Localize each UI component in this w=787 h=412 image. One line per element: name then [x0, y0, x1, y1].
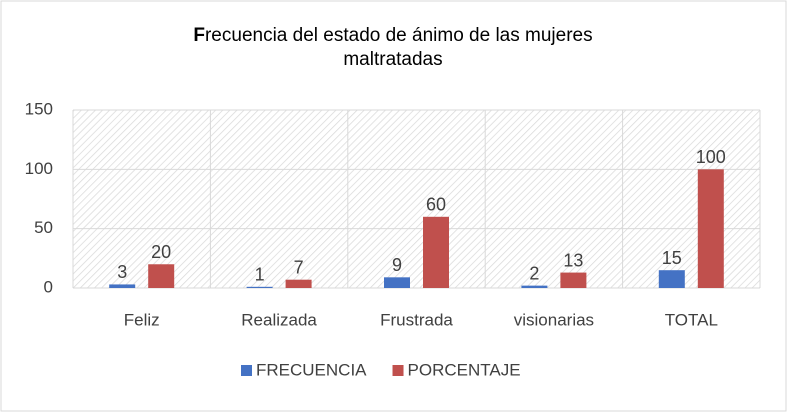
legend-swatch [241, 365, 252, 376]
bar [521, 285, 548, 288]
legend-label: PORCENTAJE [408, 360, 521, 379]
legend-swatch [392, 365, 404, 376]
plot-area [73, 110, 760, 288]
data-label: 9 [392, 255, 402, 275]
x-tick-label: Feliz [124, 310, 160, 329]
bar [285, 279, 312, 288]
data-label: 100 [696, 147, 726, 167]
data-label: 3 [117, 262, 127, 282]
x-tick-label: Realizada [241, 310, 317, 329]
x-tick-label: TOTAL [665, 310, 718, 329]
y-tick-label: 100 [25, 159, 53, 178]
bar [384, 277, 410, 288]
data-label: 60 [426, 195, 446, 215]
data-label: 13 [563, 250, 583, 270]
x-tick-label: Frustrada [380, 310, 453, 329]
data-label: 7 [294, 257, 304, 277]
bar [246, 286, 273, 288]
y-tick-label: 0 [44, 277, 53, 296]
y-tick-label: 50 [34, 218, 53, 237]
bar [148, 264, 175, 288]
chart-title: Frecuencia del estado de ánimo de las mu… [193, 25, 593, 70]
data-label: 1 [255, 265, 265, 285]
data-label: 15 [662, 248, 682, 268]
bar [423, 216, 449, 288]
bar [560, 272, 587, 288]
y-tick-label: 150 [25, 99, 53, 118]
data-label: 2 [529, 263, 539, 283]
bar [109, 284, 136, 288]
bar [697, 169, 724, 288]
bar [658, 270, 685, 288]
x-tick-label: visionarias [514, 310, 594, 329]
data-label: 20 [151, 242, 171, 262]
legend-label: FRECUENCIA [256, 360, 367, 379]
